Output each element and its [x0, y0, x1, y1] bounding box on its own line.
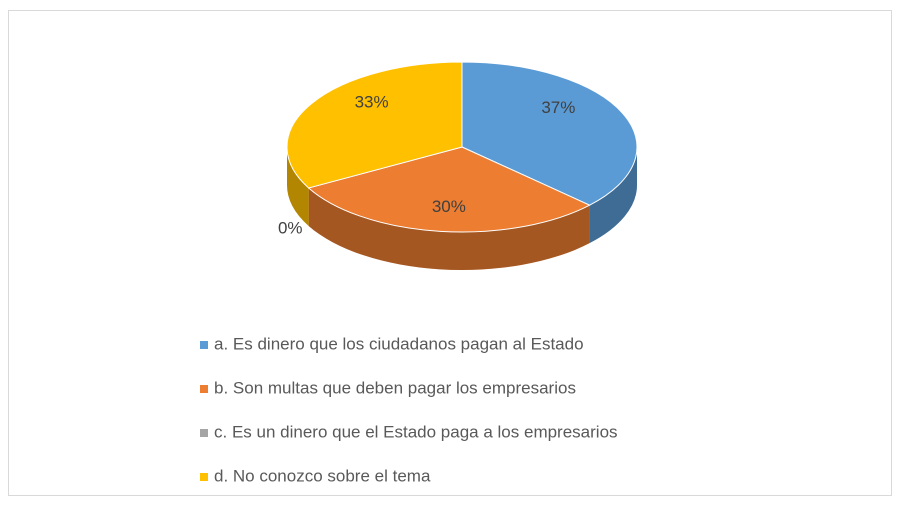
slice-side-shade [308, 187, 590, 270]
slice [286, 61, 463, 189]
data-label: 0% [278, 218, 303, 237]
data-label: 33% [355, 93, 389, 112]
legend-label: b. Son multas que deben pagar los empres… [214, 378, 576, 397]
slice-side-shade [287, 147, 309, 226]
data-label: 37% [541, 98, 575, 117]
legend-swatch [200, 429, 208, 437]
slice-side [287, 147, 309, 226]
legend-swatch [200, 385, 208, 393]
slice [461, 61, 638, 206]
slice-side-shade [589, 147, 637, 244]
slice [307, 146, 591, 233]
legend-swatch [200, 473, 208, 481]
legend-swatch [200, 341, 208, 349]
slice-side [589, 147, 637, 244]
legend-label: c. Es un dinero que el Estado paga a los… [214, 422, 618, 441]
slice-side [308, 187, 590, 270]
data-label: 30% [432, 197, 466, 216]
legend-label: d. No conozco sobre el tema [214, 466, 431, 485]
legend-label: a. Es dinero que los ciudadanos pagan al… [214, 334, 584, 353]
